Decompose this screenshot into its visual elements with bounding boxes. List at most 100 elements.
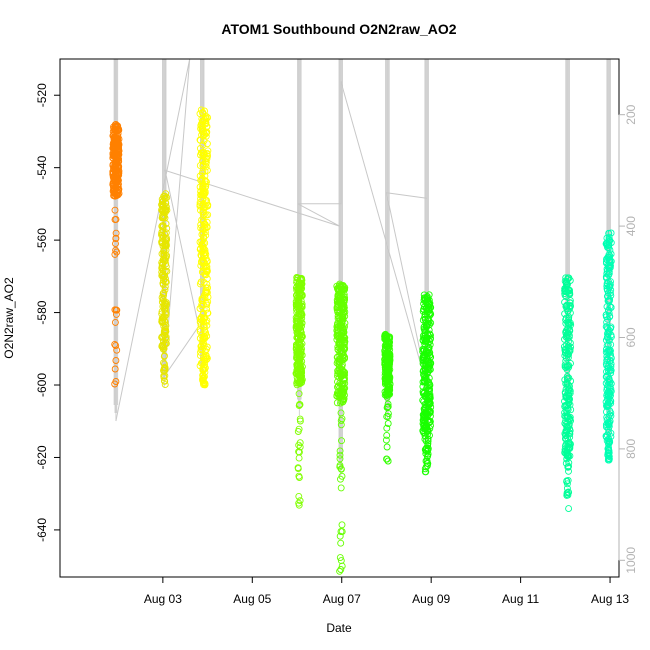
data-point (561, 290, 569, 298)
data-point (605, 388, 613, 396)
data-point (162, 333, 170, 341)
data-point (421, 435, 429, 443)
data-point (383, 424, 391, 432)
data-point (203, 218, 211, 226)
data-point (423, 361, 430, 368)
data-point (563, 490, 571, 498)
data-point (115, 169, 123, 177)
data-point (109, 139, 117, 147)
data-point (158, 222, 166, 230)
data-point (337, 409, 345, 417)
data-point (606, 281, 614, 289)
data-point (196, 136, 204, 144)
data-point (295, 501, 303, 509)
data-point (337, 417, 345, 425)
data-point (337, 347, 345, 355)
data-point (337, 397, 345, 405)
data-point (200, 309, 208, 317)
data-point (605, 268, 613, 276)
data-point (197, 278, 205, 286)
data-point (161, 283, 169, 291)
data-point (295, 441, 303, 449)
data-point (425, 363, 432, 371)
data-point (200, 315, 208, 323)
data-point (337, 465, 345, 473)
data-point (338, 286, 346, 294)
data-point (384, 367, 392, 375)
data-point (296, 415, 304, 423)
data-point (112, 160, 119, 168)
data-point (163, 234, 170, 242)
data-point (158, 333, 166, 341)
data-point (337, 421, 345, 429)
data-point (112, 342, 120, 350)
data-point (199, 180, 207, 188)
x-tick-label: Aug 09 (412, 592, 450, 606)
data-point (158, 298, 166, 306)
data-point (384, 385, 392, 393)
series-6 (419, 291, 435, 476)
data-point (385, 377, 393, 385)
data-point (158, 231, 165, 239)
data-point (203, 305, 211, 313)
data-point (159, 266, 167, 274)
series-3 (292, 274, 306, 509)
data-point (161, 242, 169, 250)
data-point (563, 280, 571, 288)
data-point (202, 271, 210, 279)
data-point (114, 150, 122, 158)
data-point (337, 370, 345, 378)
y-tick-label: -580 (35, 300, 49, 324)
y-axis: -640 -620 -600 -580 -560 -540 -520 (35, 83, 60, 542)
data-point (561, 435, 569, 443)
data-point (605, 297, 613, 305)
data-point (161, 372, 169, 380)
data-point (607, 363, 615, 371)
data-point (419, 416, 427, 424)
data-point (566, 396, 573, 403)
data-point (604, 419, 612, 427)
data-point (158, 198, 166, 206)
data-point (198, 296, 206, 304)
data-point (160, 327, 168, 335)
data-point (425, 301, 433, 309)
data-point (563, 455, 571, 463)
x-tick-label: Aug 07 (323, 592, 361, 606)
data-point (424, 386, 432, 394)
data-point (562, 459, 570, 467)
data-point (198, 252, 205, 260)
data-point (158, 342, 166, 350)
data-point (605, 437, 612, 445)
series-5 (381, 330, 394, 465)
data-point (422, 457, 430, 465)
data-point (604, 325, 612, 333)
data-point (567, 417, 574, 425)
data-point (158, 316, 166, 324)
data-point (202, 132, 210, 140)
data-point (200, 354, 208, 362)
data-point (297, 274, 305, 282)
data-point (383, 352, 391, 360)
data-point (603, 241, 611, 249)
data-point (605, 229, 613, 237)
x-tick-label: Aug 11 (502, 592, 539, 606)
data-point (421, 423, 429, 431)
data-point (421, 392, 429, 400)
data-point (293, 283, 301, 291)
data-point (606, 256, 614, 264)
data-point (203, 263, 211, 271)
data-point (296, 401, 303, 408)
data-point (201, 381, 209, 389)
data-point (336, 316, 344, 324)
data-point (197, 321, 205, 329)
data-point (336, 455, 344, 463)
x-tick-label: Aug 05 (233, 592, 271, 606)
data-point (294, 355, 302, 362)
data-point (334, 383, 341, 391)
data-point (112, 246, 120, 254)
data-point (420, 325, 428, 333)
data-point (200, 374, 208, 382)
data-point (423, 399, 431, 407)
data-point (295, 390, 303, 398)
